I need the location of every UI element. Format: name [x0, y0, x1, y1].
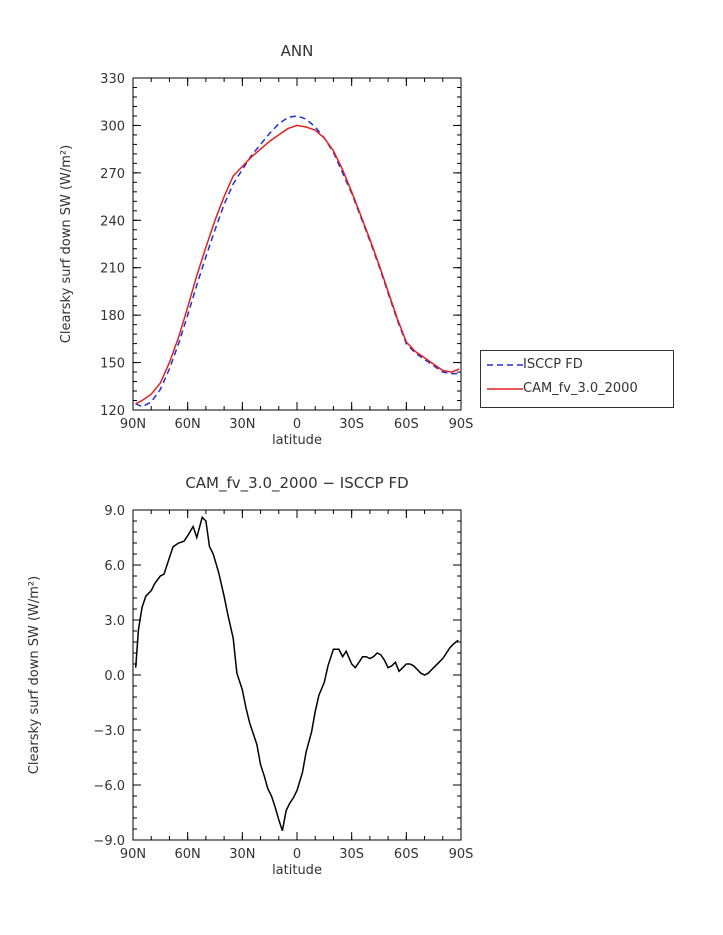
legend-label-isccp: ISCCP FD	[523, 357, 583, 372]
legend-swatch-solid-red	[487, 388, 523, 390]
legend-entry-cam: CAM_fv_3.0_2000	[481, 379, 673, 399]
bottom-chart: 90N 60N 30N 0 30S 60S 90S −9.0 −6.0 −3.0 0.0 3.0 6.0…	[27, 474, 473, 878]
y-tick-label: 180	[100, 309, 125, 324]
series-line-cam-fv-3-0-2000	[135, 124, 460, 405]
y-axis-label: Clearsky surf down SW (W/m²)	[27, 576, 42, 774]
y-tick-label: 330	[100, 72, 125, 87]
y-tick-label: 270	[100, 167, 125, 182]
y-tick-label: 210	[100, 262, 125, 277]
x-tick-label: 0	[293, 847, 301, 862]
y-tick-label: 300	[100, 119, 125, 134]
chart-title: CAM_fv_3.0_2000 − ISCCP FD	[185, 474, 408, 493]
y-tick-label: 9.0	[104, 504, 125, 519]
y-axis-label: Clearsky surf down SW (W/m²)	[59, 145, 74, 343]
x-axis-label: latitude	[272, 433, 322, 448]
y-tick-label: −9.0	[93, 834, 125, 849]
series-line-difference	[134, 515, 459, 832]
x-tick-label: 30S	[339, 847, 364, 862]
chart-title: ANN	[281, 42, 314, 60]
y-tick-label: −3.0	[93, 724, 125, 739]
plot-frame	[132, 77, 462, 411]
x-tick-label: 30N	[229, 847, 255, 862]
legend: ISCCP FD CAM_fv_3.0_2000	[480, 350, 674, 408]
x-tick-label: 30N	[229, 417, 255, 432]
y-tick-label: 0.0	[104, 669, 125, 684]
legend-swatch-dashed-blue	[487, 364, 523, 366]
x-tick-label: 90S	[449, 417, 474, 432]
y-tick-label: 6.0	[104, 559, 125, 574]
x-tick-label: 60S	[394, 847, 419, 862]
series-line-isccp-fd	[135, 115, 460, 408]
legend-entry-isccp: ISCCP FD	[481, 355, 673, 375]
x-tick-label: 0	[293, 417, 301, 432]
x-tick-label: 90N	[120, 417, 146, 432]
x-tick-label: 90N	[120, 847, 146, 862]
x-tick-label: 60N	[175, 847, 201, 862]
y-tick-label: 240	[100, 214, 125, 229]
x-axis-label: latitude	[272, 863, 322, 878]
top-chart: 90N 60N 30N 0 30S 60S 90S 120 150 180 210 240 270 300…	[59, 42, 473, 448]
x-tick-label: 90S	[449, 847, 474, 862]
x-tick-label: 30S	[339, 417, 364, 432]
y-tick-label: 120	[100, 404, 125, 419]
y-tick-label: 150	[100, 357, 125, 372]
y-tick-label: 3.0	[104, 614, 125, 629]
legend-label-cam: CAM_fv_3.0_2000	[523, 381, 638, 396]
x-tick-label: 60S	[394, 417, 419, 432]
y-tick-label: −6.0	[93, 779, 125, 794]
x-tick-label: 60N	[175, 417, 201, 432]
